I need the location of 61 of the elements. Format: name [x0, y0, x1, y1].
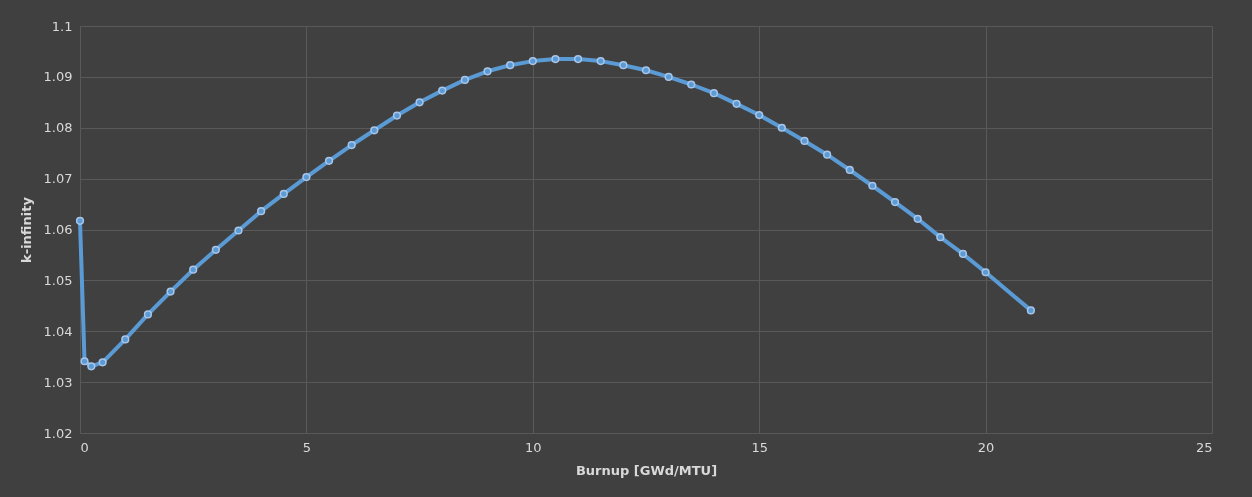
point [98, 358, 107, 367]
x-tick-label: 0 [80, 439, 89, 455]
point [143, 310, 153, 319]
point [868, 181, 877, 190]
point [619, 61, 628, 70]
point [189, 265, 198, 274]
point [709, 89, 719, 98]
point [1026, 306, 1035, 315]
point [551, 54, 560, 64]
y-tick-label: 1.07 [43, 171, 73, 187]
x-tick-label: 5 [302, 439, 312, 455]
point [415, 98, 424, 107]
point [800, 136, 809, 146]
point [506, 61, 515, 70]
y-tick-label: 1.02 [43, 425, 73, 441]
point [460, 75, 469, 85]
point [981, 268, 990, 277]
y-axis-title: k-infinity [18, 196, 34, 263]
point [913, 214, 922, 223]
x-tick-label: 25 [1195, 439, 1213, 455]
point [234, 226, 243, 235]
point [573, 54, 583, 64]
point [438, 86, 447, 95]
x-tick-label: 10 [525, 439, 542, 455]
point [302, 173, 311, 182]
y-tick-label: 1.05 [43, 272, 73, 288]
x-axis-title: Burnup [GWd/MTU] [575, 462, 718, 478]
point [279, 189, 288, 198]
point [483, 67, 492, 76]
point [777, 123, 786, 132]
point [936, 233, 945, 242]
point [845, 165, 854, 175]
point [324, 156, 334, 165]
point [75, 216, 85, 225]
y-tick-label: 1.04 [43, 323, 73, 339]
x-tick-label: 20 [977, 439, 995, 455]
point [121, 335, 130, 344]
y-tick-label: 1.1 [51, 18, 73, 34]
point [958, 249, 968, 259]
point [732, 99, 741, 108]
point [755, 110, 764, 120]
y-tick-label: 1.09 [43, 69, 73, 85]
point [211, 245, 220, 254]
point [80, 357, 89, 366]
point [87, 362, 96, 371]
y-tick-label: 1.03 [43, 374, 73, 390]
point [823, 150, 832, 159]
point [347, 140, 356, 150]
point [596, 57, 605, 66]
point [664, 72, 673, 81]
point [166, 287, 175, 296]
point [257, 207, 266, 216]
point [392, 111, 402, 120]
point [370, 126, 379, 135]
y-tick-label: 1.06 [43, 222, 73, 237]
point [687, 80, 696, 89]
point [890, 197, 900, 207]
point [641, 66, 651, 75]
x-tick-label: 15 [751, 439, 768, 455]
y-tick-label: 1.08 [43, 120, 73, 136]
point [528, 57, 537, 66]
